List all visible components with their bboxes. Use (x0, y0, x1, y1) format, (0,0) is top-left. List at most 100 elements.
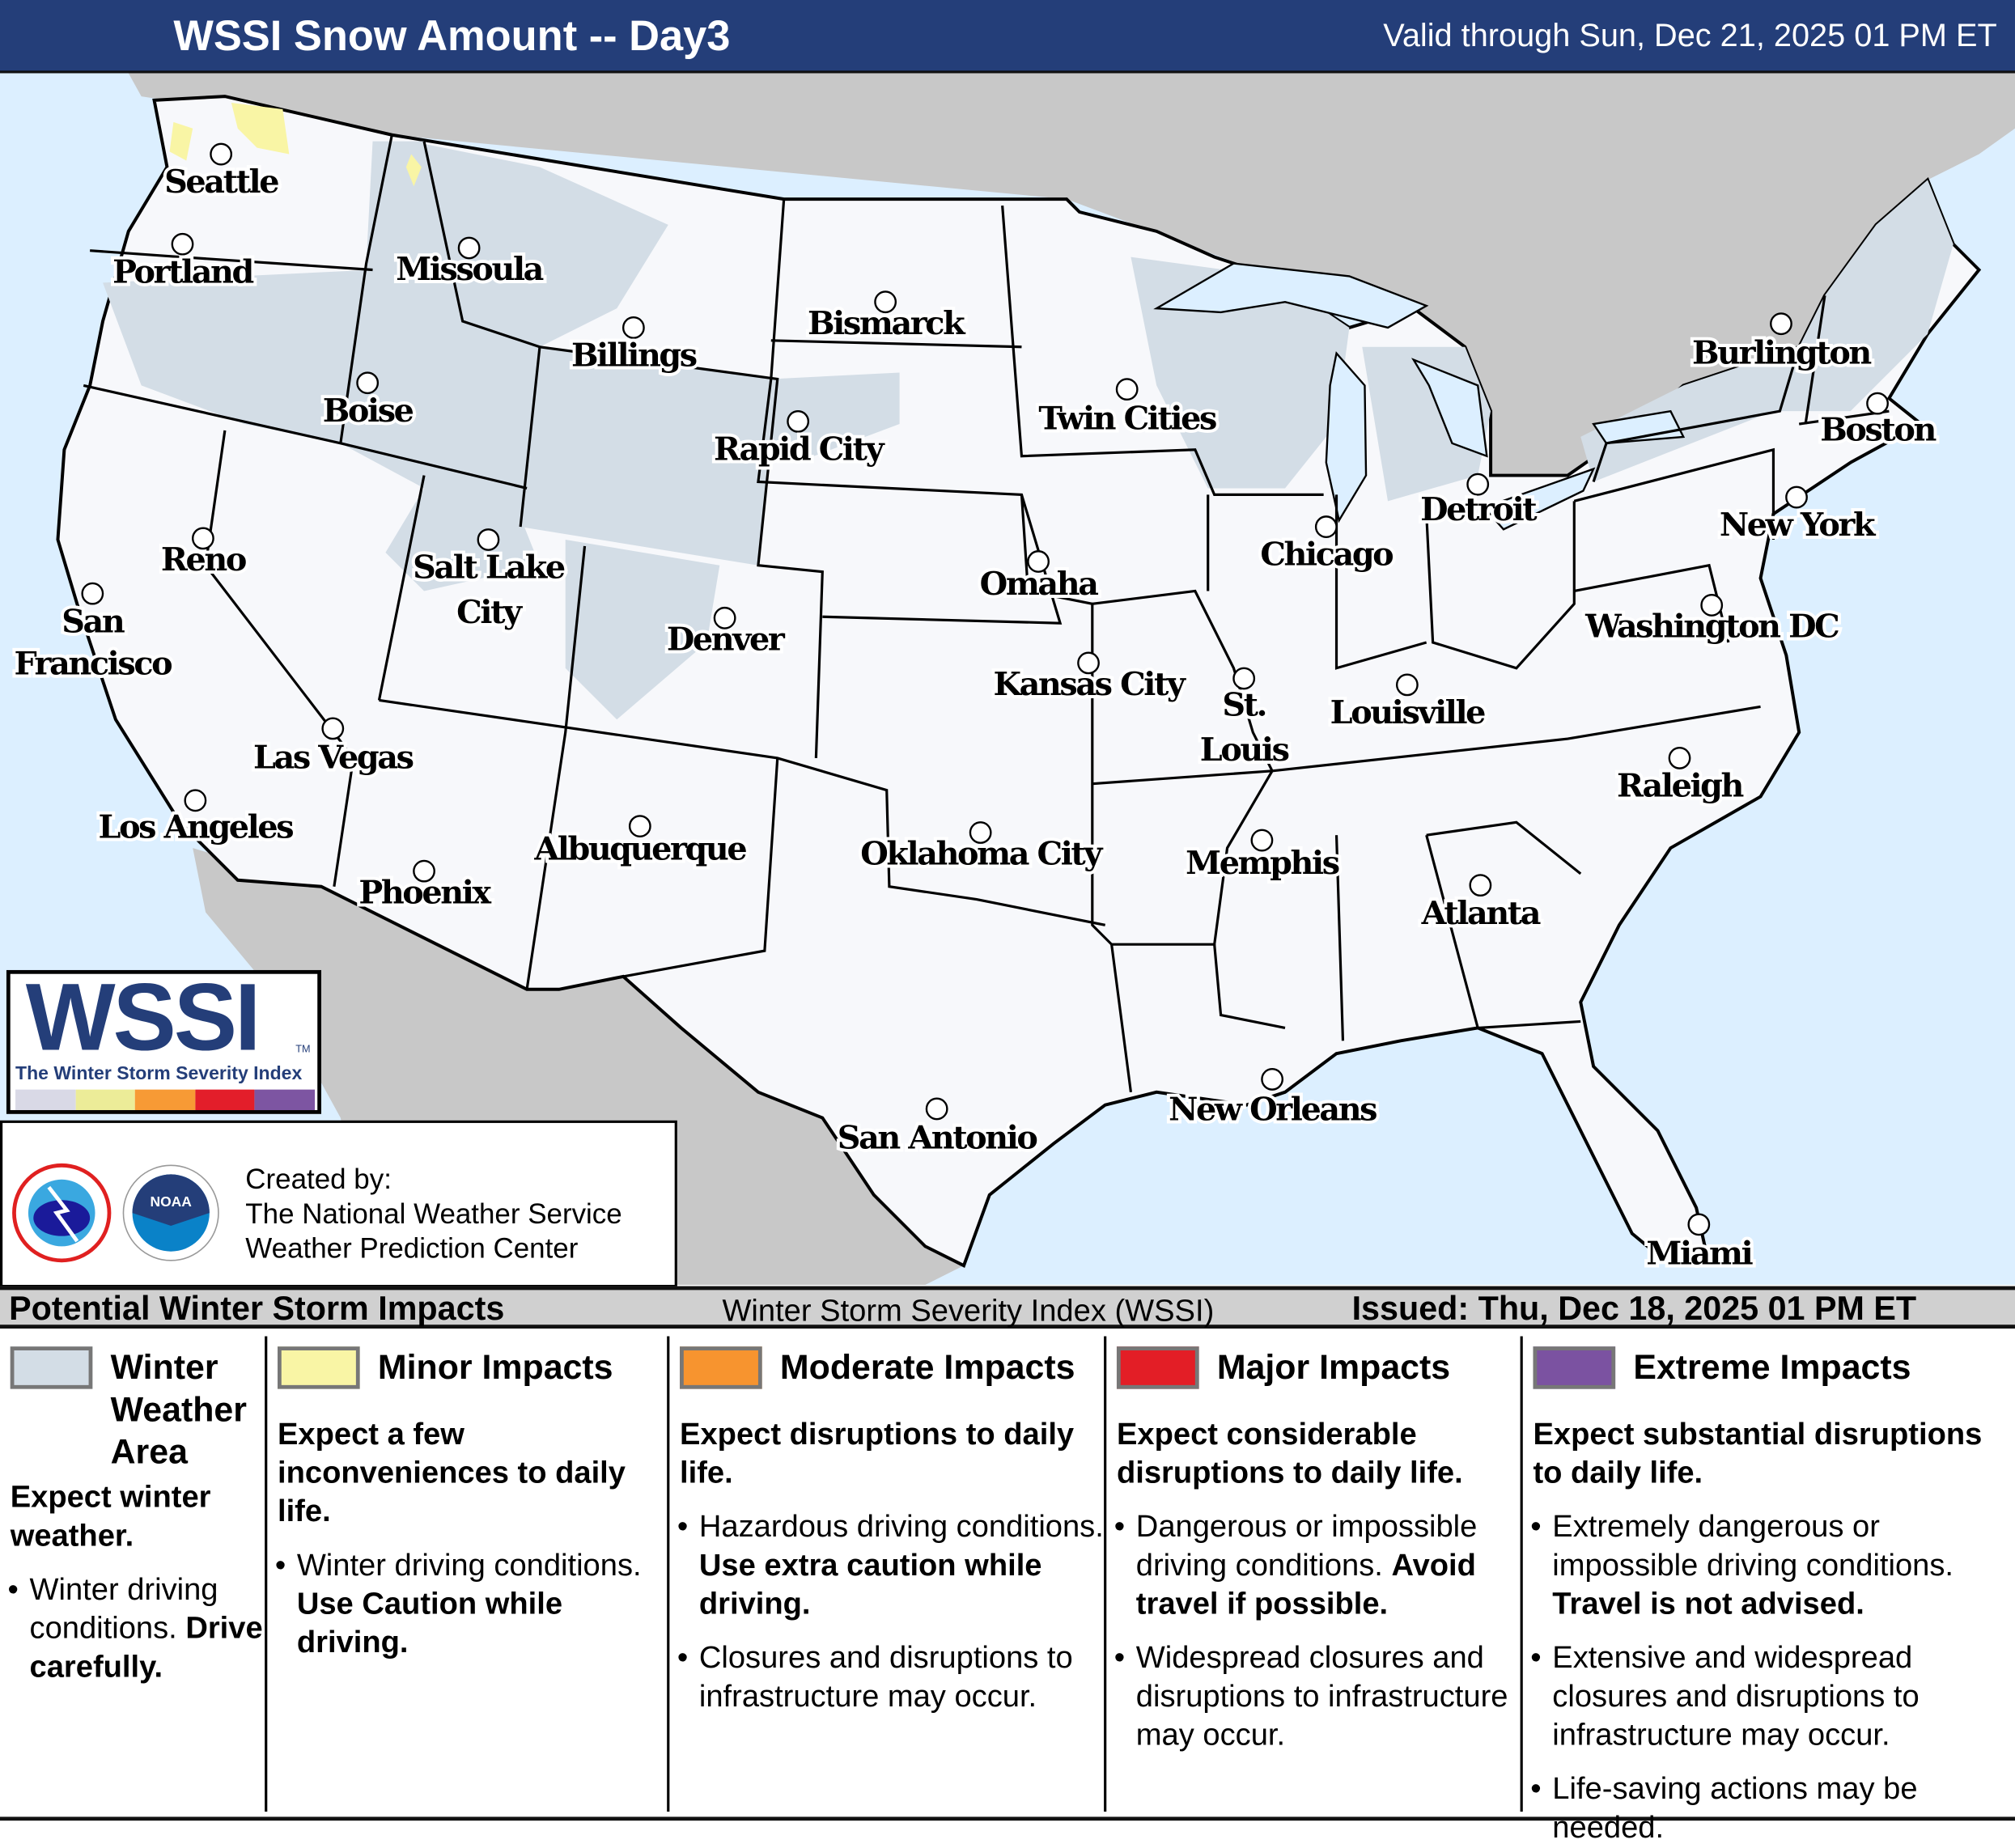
legend-column-major-impacts: Major Impacts Expect considerable disrupt… (1106, 1336, 1523, 1812)
legend-swatch (1116, 1346, 1199, 1389)
city-reno: Reno (158, 527, 251, 582)
legend-column-moderate-impacts: Moderate Impacts Expect disruptions to da… (669, 1336, 1107, 1812)
legend-headline: Expect substantial disruptions to daily … (1533, 1417, 1983, 1491)
legend-header: Potential Winter Storm Impacts Winter St… (0, 1286, 2015, 1329)
bullet-emphasis: Use extra caution while driving. (698, 1548, 1042, 1622)
great-lakes (1153, 262, 1686, 531)
wssi-subtitle: The Winter Storm Severity Index (15, 1063, 303, 1085)
city-dot-icon (874, 290, 897, 314)
credit-box: NOAA Created by: The National Weather Se… (0, 1120, 677, 1288)
city-label: Billings (571, 337, 697, 375)
city-dot-icon (210, 142, 233, 166)
city-label: Phoenix (358, 874, 491, 911)
map-title: WSSI Snow Amount -- Day3 (173, 11, 731, 60)
city-dot-icon (1232, 667, 1256, 690)
city-label: Twin Cities (1038, 400, 1216, 437)
city-dot-icon (628, 815, 651, 837)
city-billings: Billings (568, 316, 702, 378)
legend-bullet: Extremely dangerous or impossible drivin… (1530, 1508, 2015, 1624)
legend-column-title: Moderate Impacts (779, 1347, 1075, 1387)
wssi-wordmark: WSSI (25, 969, 261, 1070)
city-label: Atlanta (1421, 895, 1541, 932)
city-detroit: Detroit (1417, 473, 1543, 532)
wssi-color-bar (15, 1089, 316, 1111)
legend-headline: Expect winter weather. (10, 1480, 211, 1553)
city-dot-icon (969, 821, 992, 844)
city-rapid-city: Rapid City (711, 409, 891, 471)
minor-impact-areas (169, 103, 422, 187)
city-label: Portland (112, 253, 253, 290)
legend-bullet: Hazardous driving conditions. Use extra … (677, 1508, 1104, 1624)
city-new-orleans: New Orleans (1165, 1068, 1382, 1132)
legend-swatch (1533, 1346, 1616, 1389)
city-salt-lake-city: Salt Lake City (409, 528, 570, 634)
city-dot-icon (713, 606, 736, 629)
legend-column-minor-impacts: Minor Impacts Expect a few inconveniences… (267, 1336, 670, 1812)
city-label: San Francisco (14, 603, 172, 682)
city-albuquerque: Albuquerque (530, 815, 752, 871)
city-dot-icon (1866, 392, 1889, 415)
city-dot-icon (171, 232, 194, 256)
city-label: Raleigh (1617, 768, 1743, 805)
wssi-bar-segment (75, 1089, 136, 1111)
nws-logo-icon (12, 1163, 112, 1263)
city-oklahoma-city: Oklahoma City (857, 821, 1109, 876)
city-label: Burlington (1692, 334, 1871, 371)
city-dot-icon (925, 1097, 948, 1121)
city-dot-icon (413, 859, 435, 883)
city-markers: Seattle Portland Missoula Billings Bismarck B… (11, 142, 1941, 1276)
bullet-emphasis: Drive carefully. (29, 1611, 263, 1685)
city-dot-icon (1785, 485, 1808, 509)
bullet-text: Closures and disruptions to infrastructu… (698, 1640, 1073, 1714)
city-dot-icon (621, 316, 645, 339)
wssi-bar-segment (15, 1089, 76, 1111)
bullet-text: Winter driving conditions. (29, 1572, 218, 1647)
city-atlanta: Atlanta (1418, 874, 1546, 935)
bullet-text: Hazardous driving conditions. (698, 1509, 1104, 1545)
city-bismarck: Bismarck (804, 290, 971, 345)
valid-time: Valid through Sun, Dec 21, 2025 01 PM ET (1383, 18, 1997, 54)
city-miami: Miami (1643, 1213, 1758, 1276)
wssi-bar-segment (135, 1089, 196, 1111)
city-label: New York (1720, 507, 1877, 544)
city-dot-icon (457, 236, 481, 260)
city-twin-cities: Twin Cities (1035, 378, 1221, 440)
city-washington-dc: Washington DC (1581, 594, 1843, 649)
city-boise: Boise (320, 371, 418, 433)
creator-nws: The National Weather Service (245, 1197, 622, 1230)
city-label: Bismarck (808, 305, 966, 342)
header: WSSI Snow Amount -- Day3 Valid through S… (0, 0, 2015, 74)
city-label: Salt Lake City (413, 549, 565, 632)
agency-logos: NOAA (12, 1163, 219, 1263)
legend-headline: Expect disruptions to daily life. (680, 1417, 1075, 1491)
legend-columns: Winter Weather Area Expect winter weather… (0, 1329, 2015, 1845)
city-portland: Portland (109, 232, 259, 294)
city-label: Seattle (164, 163, 278, 201)
city-dot-icon (1314, 515, 1338, 538)
legend-bullet: Dangerous or impossible driving conditio… (1114, 1508, 1521, 1624)
legend-column-title: Winter Weather Area (110, 1347, 247, 1472)
city-missoula: Missoula (392, 236, 549, 291)
noaa-logo-text: NOAA (151, 1193, 193, 1210)
city-memphis: Memphis (1182, 829, 1344, 885)
city-label: Oklahoma City (860, 836, 1104, 873)
city-label: St. Louis (1200, 687, 1289, 769)
city-san-antonio: San Antonio (834, 1097, 1042, 1160)
city-dot-icon (1700, 594, 1724, 617)
bullet-emphasis: Use Caution while driving. (296, 1587, 563, 1660)
city-label: Las Vegas (253, 740, 414, 777)
city-label: Omaha (980, 566, 1099, 603)
legend-bullet: Closures and disruptions to infrastructu… (677, 1639, 1104, 1716)
city-dot-icon (1077, 651, 1100, 675)
city-kansas-city: Kansas City (990, 651, 1192, 706)
bullet-text: Widespread closures and disruptions to i… (1135, 1640, 1508, 1753)
legend-subtitle: Winter Storm Severity Index (WSSI) (722, 1294, 1215, 1329)
city-seattle: Seattle (161, 142, 284, 204)
city-label: Boise (323, 392, 414, 430)
city-label: Louisville (1330, 694, 1486, 731)
legend-column-winter-weather-area: Winter Weather Area Expect winter weather… (0, 1336, 268, 1812)
city-dot-icon (1469, 874, 1492, 897)
legend-column-title: Minor Impacts (377, 1347, 613, 1387)
city-label: Detroit (1420, 491, 1538, 528)
